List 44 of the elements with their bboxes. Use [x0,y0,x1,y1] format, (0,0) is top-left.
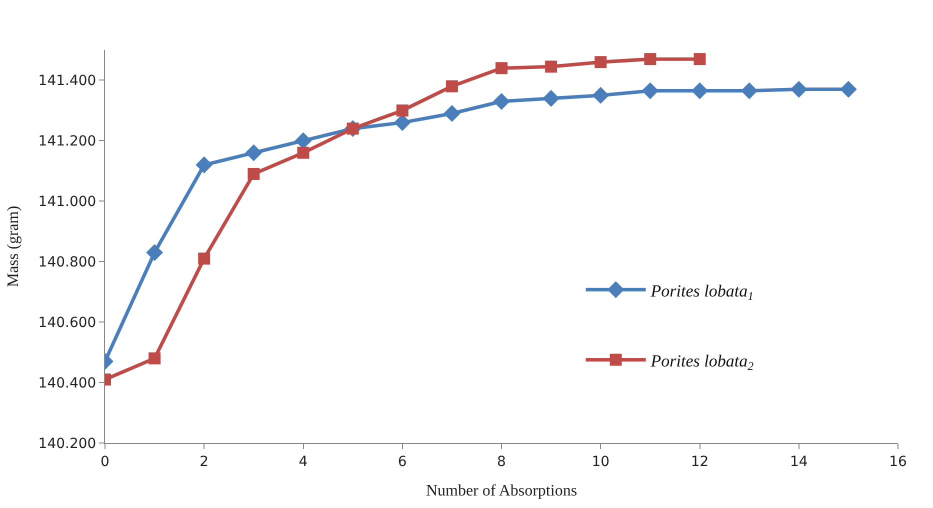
y-tick-label: 141.400 [38,73,96,90]
y-tick-label: 140.600 [38,314,96,331]
point [740,82,758,100]
x-tick-label: 14 [790,454,808,470]
legend-label: Porites lobata$_{1}$ [650,281,754,303]
y-axis-title: Mass (gram) [5,206,22,288]
y-tick-label: 140.400 [38,375,96,392]
point [790,80,808,98]
point [493,92,510,110]
point [396,104,408,116]
y-tick-label: 140.200 [38,436,96,452]
x-tick-label: 10 [592,454,610,470]
point [248,168,260,180]
x-tick-label: 8 [497,454,506,470]
point [545,60,558,73]
x-tick-label: 6 [398,454,407,470]
x-tick-label: 2 [200,454,209,470]
y-tick-label: 141.200 [38,134,96,150]
point [691,82,708,100]
point [542,90,560,107]
point [840,80,857,98]
point [196,156,213,174]
x-tick-label: 0 [100,454,110,470]
x-axis-title: Number of Absorptions [426,482,578,500]
point [146,244,164,261]
point [592,86,610,104]
point [297,146,310,159]
point [148,352,161,364]
point [496,62,508,74]
y-tick-label: 140.800 [38,254,96,271]
point [394,114,411,131]
point [694,53,706,66]
point [642,82,659,100]
point [594,56,607,68]
point [644,53,656,66]
legend-label: Porites lobata$_{2}$ [650,351,754,373]
point [198,252,210,265]
x-tick-label: 16 [889,454,907,470]
x-tick-label: 12 [690,454,709,470]
point [446,80,458,92]
x-tick-label: 4 [298,454,308,470]
point [443,105,460,122]
y-tick-label: 141.000 [38,194,96,210]
point [245,144,262,162]
